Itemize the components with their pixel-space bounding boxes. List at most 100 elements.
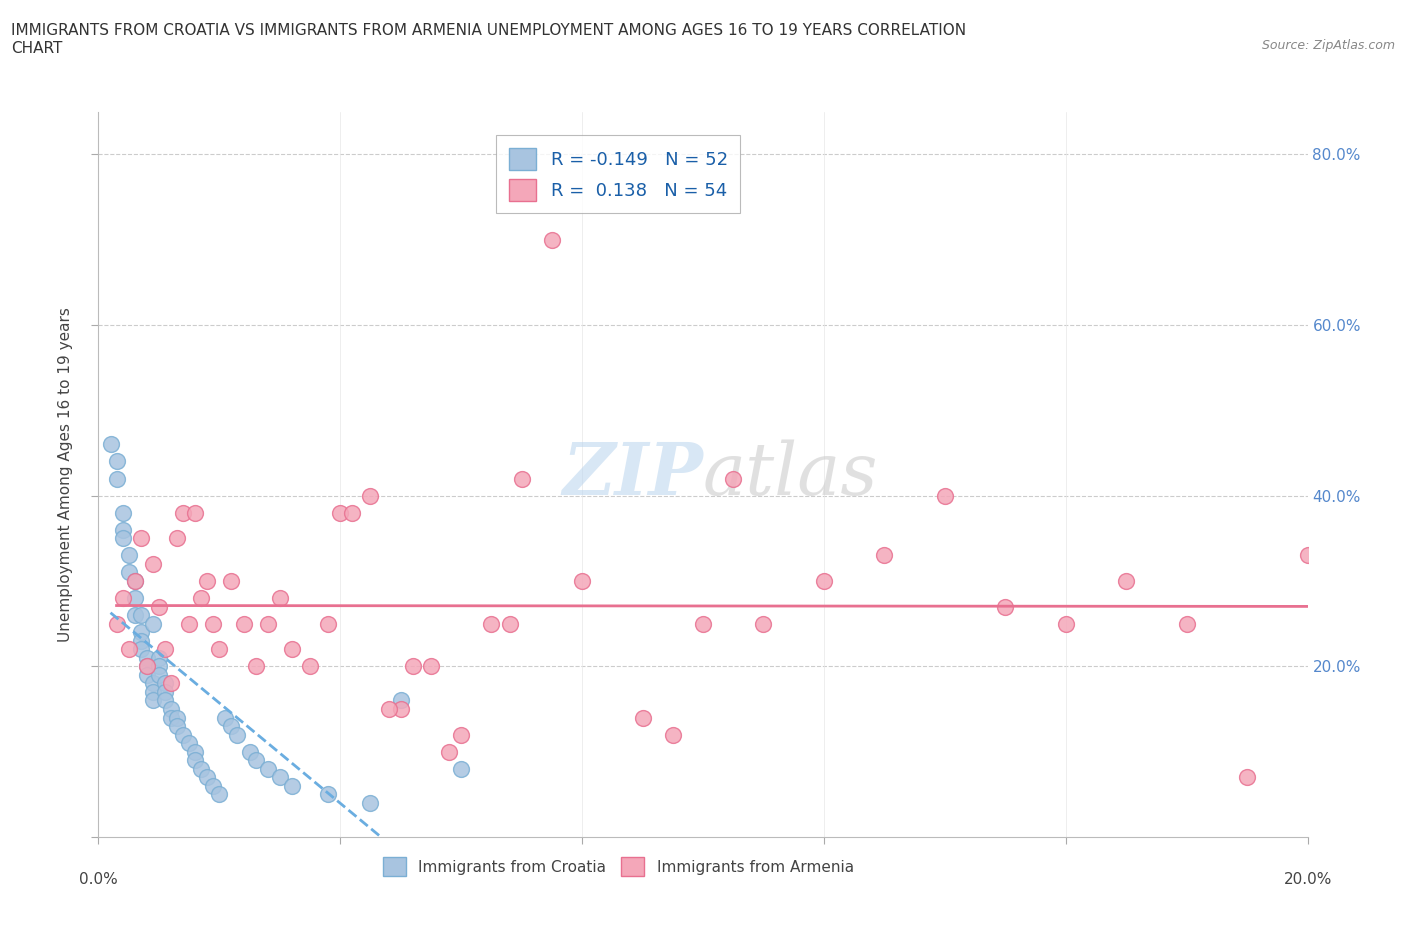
Point [389, 701, 412, 716]
Point [172, 505, 194, 520]
Point [135, 658, 157, 673]
Legend: Immigrants from Croatia, Immigrants from Armenia: Immigrants from Croatia, Immigrants from… [375, 850, 862, 883]
Point [202, 617, 225, 631]
Point [723, 472, 745, 486]
Y-axis label: Unemployment Among Ages 16 to 19 years: Unemployment Among Ages 16 to 19 years [58, 307, 73, 642]
Point [994, 599, 1017, 614]
Point [342, 505, 364, 520]
Point [873, 548, 896, 563]
Point [105, 472, 128, 486]
Point [166, 531, 188, 546]
Point [153, 676, 176, 691]
Point [239, 744, 262, 759]
Point [631, 711, 654, 725]
Point [934, 488, 956, 503]
Point [142, 693, 165, 708]
Point [245, 658, 267, 673]
Point [153, 684, 176, 699]
Point [316, 787, 339, 802]
Point [160, 711, 183, 725]
Point [256, 762, 278, 777]
Point [124, 607, 146, 622]
Text: atlas: atlas [703, 439, 879, 510]
Point [100, 437, 122, 452]
Point [179, 617, 201, 631]
Point [118, 548, 141, 563]
Point [221, 719, 243, 734]
Text: IMMIGRANTS FROM CROATIA VS IMMIGRANTS FROM ARMENIA UNEMPLOYMENT AMONG AGES 16 TO: IMMIGRANTS FROM CROATIA VS IMMIGRANTS FR… [11, 23, 966, 56]
Point [269, 591, 291, 605]
Point [105, 617, 128, 631]
Point [498, 617, 520, 631]
Point [124, 574, 146, 589]
Text: ZIP: ZIP [562, 439, 703, 510]
Point [166, 719, 188, 734]
Point [118, 642, 141, 657]
Point [135, 668, 157, 683]
Point [214, 711, 236, 725]
Point [142, 676, 165, 691]
Point [184, 505, 207, 520]
Point [692, 617, 714, 631]
Point [1175, 617, 1198, 631]
Point [420, 658, 443, 673]
Point [226, 727, 249, 742]
Point [232, 617, 254, 631]
Point [571, 574, 593, 589]
Point [450, 727, 472, 742]
Point [540, 232, 562, 247]
Point [1115, 574, 1137, 589]
Text: Source: ZipAtlas.com: Source: ZipAtlas.com [1261, 39, 1395, 52]
Point [135, 658, 157, 673]
Text: 20.0%: 20.0% [1284, 871, 1331, 887]
Point [129, 607, 152, 622]
Point [281, 778, 304, 793]
Point [752, 617, 775, 631]
Point [111, 505, 134, 520]
Point [195, 574, 218, 589]
Point [661, 727, 683, 742]
Point [208, 787, 231, 802]
Point [142, 617, 165, 631]
Point [316, 617, 339, 631]
Point [481, 617, 503, 631]
Point [184, 744, 207, 759]
Point [184, 752, 207, 767]
Point [179, 736, 201, 751]
Point [129, 531, 152, 546]
Point [256, 617, 278, 631]
Point [129, 633, 152, 648]
Point [281, 642, 304, 657]
Point [190, 591, 212, 605]
Text: 0.0%: 0.0% [79, 871, 118, 887]
Point [153, 693, 176, 708]
Point [129, 625, 152, 640]
Point [111, 523, 134, 538]
Point [360, 488, 382, 503]
Point [118, 565, 141, 580]
Point [1236, 770, 1258, 785]
Point [172, 727, 194, 742]
Point [160, 701, 183, 716]
Point [221, 574, 243, 589]
Point [142, 556, 165, 571]
Point [402, 658, 425, 673]
Point [148, 668, 170, 683]
Point [269, 770, 291, 785]
Point [1054, 617, 1077, 631]
Point [1296, 548, 1319, 563]
Point [166, 711, 188, 725]
Point [190, 762, 212, 777]
Point [437, 744, 460, 759]
Point [111, 531, 134, 546]
Point [105, 454, 128, 469]
Point [510, 472, 533, 486]
Point [111, 591, 134, 605]
Point [389, 693, 412, 708]
Point [124, 574, 146, 589]
Point [329, 505, 352, 520]
Point [129, 642, 152, 657]
Point [450, 762, 472, 777]
Point [813, 574, 835, 589]
Point [360, 795, 382, 810]
